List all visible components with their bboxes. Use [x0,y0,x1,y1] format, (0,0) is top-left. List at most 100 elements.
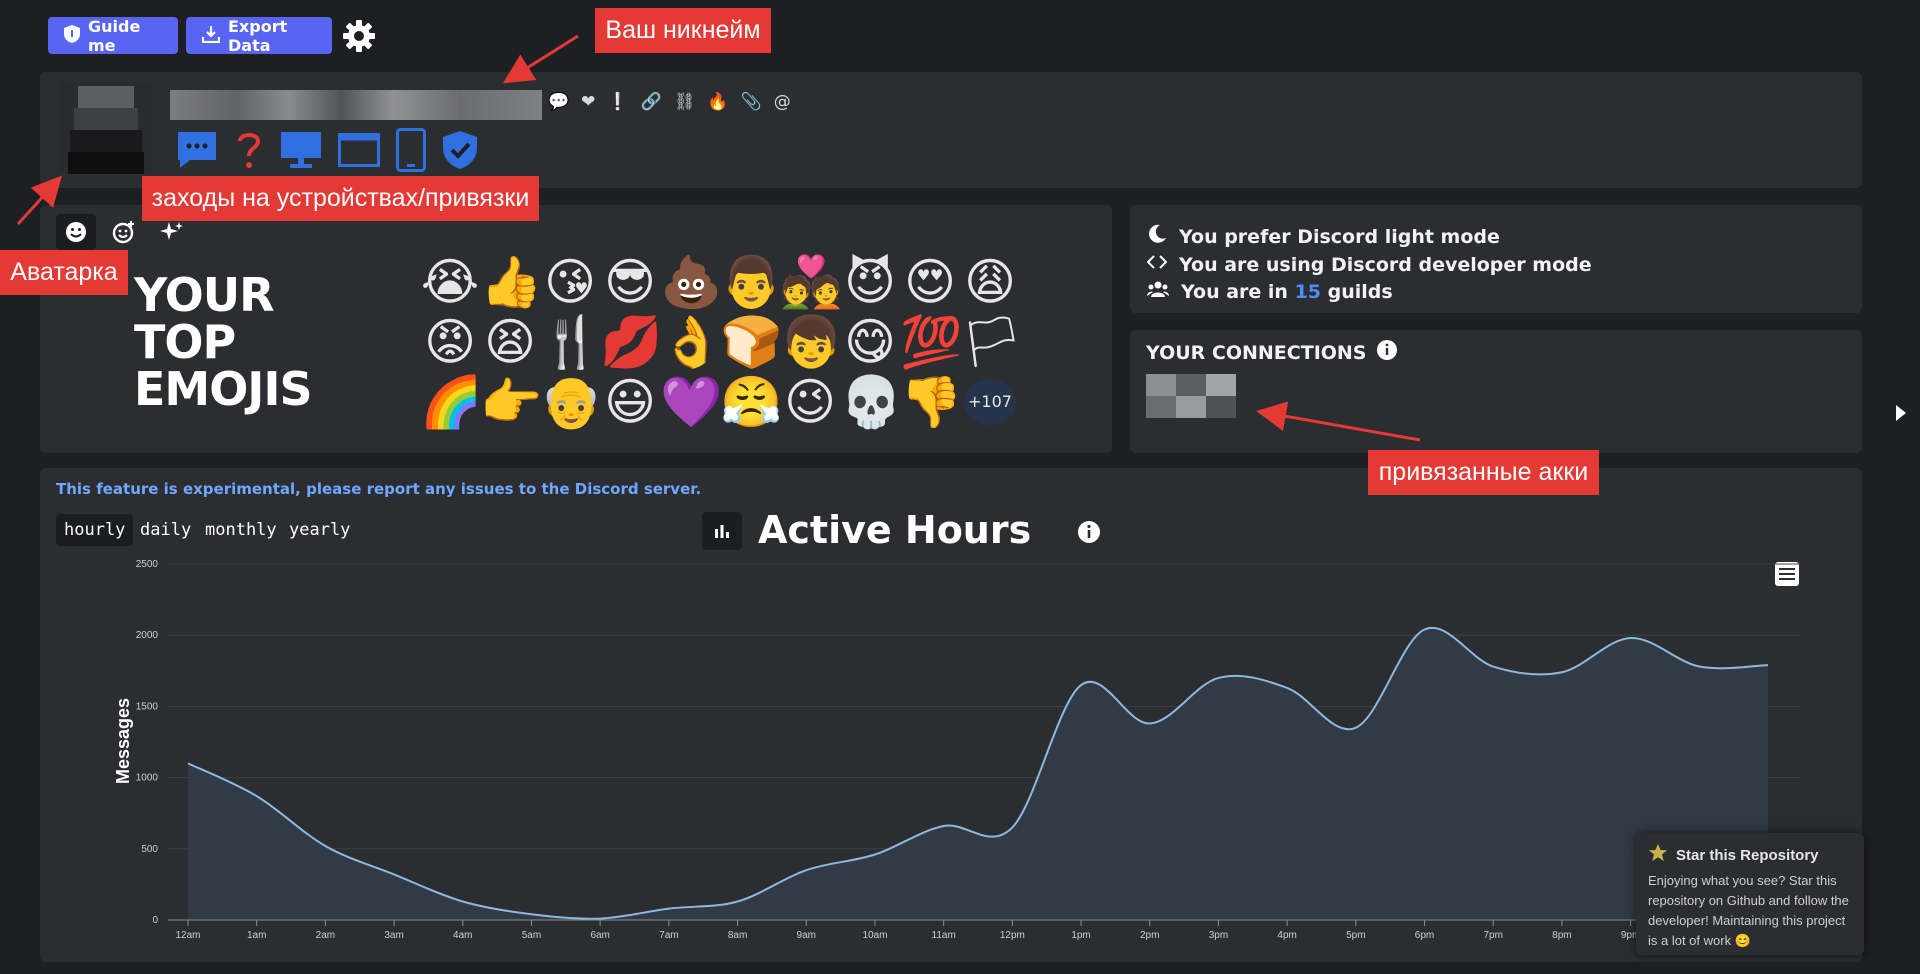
emoji-item: 👉 [480,373,543,431]
export-data-button[interactable]: Export Data [186,16,332,55]
connection-icons-blurred [1146,374,1236,418]
experimental-notice: This feature is experimental, please rep… [56,480,702,498]
emoji-panel [40,205,1112,453]
tab-daily[interactable]: daily [140,520,192,540]
annotation-linked: привязанные акки [1368,450,1599,495]
x-tick-label: 2am [316,930,335,941]
x-tick-label: 6pm [1415,930,1434,941]
x-tick-label: 6am [590,930,609,941]
y-tick-label: 0 [152,915,158,926]
x-tick-label: 3pm [1209,930,1228,941]
connections-panel [1130,330,1862,453]
emoji-item: 💋 [600,313,663,371]
x-tick-label: 1am [247,930,266,941]
emoji-item: 😡 [423,313,477,371]
bar-chart-icon [715,525,729,538]
dev-mode-line: You are using Discord developer mode [1146,252,1592,277]
emoji-tab-custom[interactable] [112,220,136,248]
emoji-item: 😉 [783,373,837,431]
avatar [60,82,152,174]
x-tick-label: 7pm [1483,930,1502,941]
emoji-item: 💑 [780,253,843,311]
emoji-item: 😘 [543,253,597,311]
emoji-item: 😃 [603,373,657,431]
star-repo-popup[interactable]: Star this Repository Enjoying what you s… [1636,833,1864,955]
emoji-item: 💯 [900,313,963,371]
chart-type-button[interactable] [702,512,742,550]
moon-icon [1147,224,1167,249]
scroll-right-icon[interactable] [1894,404,1908,426]
y-tick-label: 1500 [136,701,159,712]
y-axis-label: Messages [113,698,133,784]
emoji-item: 😫 [483,313,537,371]
download-icon [201,25,221,47]
active-hours-chart: 0 500 1000 1500 2000 2500 12am 1am 2am 3am 4am 5am… [113,559,1800,941]
profile-flags: 💬 ❤ ❕ 🔗 ⛓ 🔥 📎 @ [548,92,791,112]
users-icon [1147,280,1169,303]
x-tick-label: 1pm [1071,930,1090,941]
x-tick-label: 12pm [1000,930,1025,941]
x-tick-label: 9pm [1621,930,1640,941]
emoji-item: 👍 [480,253,543,311]
emoji-item: 👴 [540,373,603,431]
active-hours-title: Active Hours [758,508,1032,552]
code-icon [1146,252,1168,277]
tab-yearly[interactable]: yearly [289,520,351,540]
chart-menu-icon[interactable] [1775,562,1799,590]
emoji-item: 🏳 [960,313,1024,371]
series-area [188,627,1768,920]
guilds-count: 15 [1294,280,1322,303]
question-icon [234,129,264,175]
gear-icon[interactable] [341,18,377,58]
emoji-add-icon [112,221,134,244]
more-emojis-badge[interactable]: +107 [964,379,1016,425]
info-icon[interactable] [1376,340,1397,365]
title-line-2: TOP [134,315,236,369]
connections-header: YOUR CONNECTIONS [1146,340,1397,365]
guide-me-label: Guide me [88,16,141,55]
emoji-item: 🌈 [420,373,483,431]
sparkles-icon [160,222,183,240]
heart-icon: ❤ [581,92,596,112]
emoji-item: 💩 [660,253,723,311]
tab-hourly[interactable]: hourly [56,514,134,546]
title-line-3: EMOJIS [134,362,313,416]
y-tick-label: 500 [141,844,158,855]
emoji-item: 😋 [843,313,897,371]
emoji-item: 👎 [900,373,963,431]
chat-bubble-icon [176,130,218,174]
smile-icon [66,222,86,242]
tab-monthly[interactable]: monthly [205,520,277,540]
emoji-item: 😤 [720,373,783,431]
active-hours-info-icon[interactable] [1078,521,1100,547]
dev-mode-text: You are using Discord developer mode [1179,253,1592,276]
emoji-item: 💜 [660,373,723,431]
mention-icon: @ [773,92,791,112]
title-line-1: YOUR [134,268,275,322]
emoji-grid: 😭 👍 😘 😎 💩 👨 💑 😈 😍 😩 😡 😫 🍴 💋 👌 🍞 👦 😋 💯 🏳 … [420,252,1024,432]
desktop-icon [280,130,322,174]
alert-icon: ❕ [607,92,629,112]
emoji-item: 💀 [840,373,903,431]
verified-shield-icon [442,130,478,174]
guide-me-button[interactable]: Guide me [48,16,178,55]
y-tick-label: 1000 [136,773,159,784]
emoji-tab-smile[interactable] [56,214,96,250]
connections-title: YOUR CONNECTIONS [1146,341,1367,364]
fire-icon: 🔥 [707,92,729,112]
x-tick-label: 7am [659,930,678,941]
username-blurred [170,90,542,120]
guilds-suffix: guilds [1327,280,1393,303]
top-emojis-title: YOUR TOP EMOJIS [134,268,313,416]
emoji-tab-sparkles[interactable] [160,220,184,248]
export-data-label: Export Data [228,16,288,55]
emoji-item: 😭 [420,253,480,311]
emoji-item: 👌 [660,313,723,371]
emoji-item: 👦 [780,313,843,371]
star-popup-body: Enjoying what you see? Star this reposit… [1648,873,1849,948]
y-tick-label: 2000 [136,630,159,641]
mobile-icon [396,128,426,176]
y-axis-ticks: 0 500 1000 1500 2000 2500 [136,559,159,926]
x-tick-label: 12am [175,930,200,941]
chat-icon: 💬 [548,92,570,112]
